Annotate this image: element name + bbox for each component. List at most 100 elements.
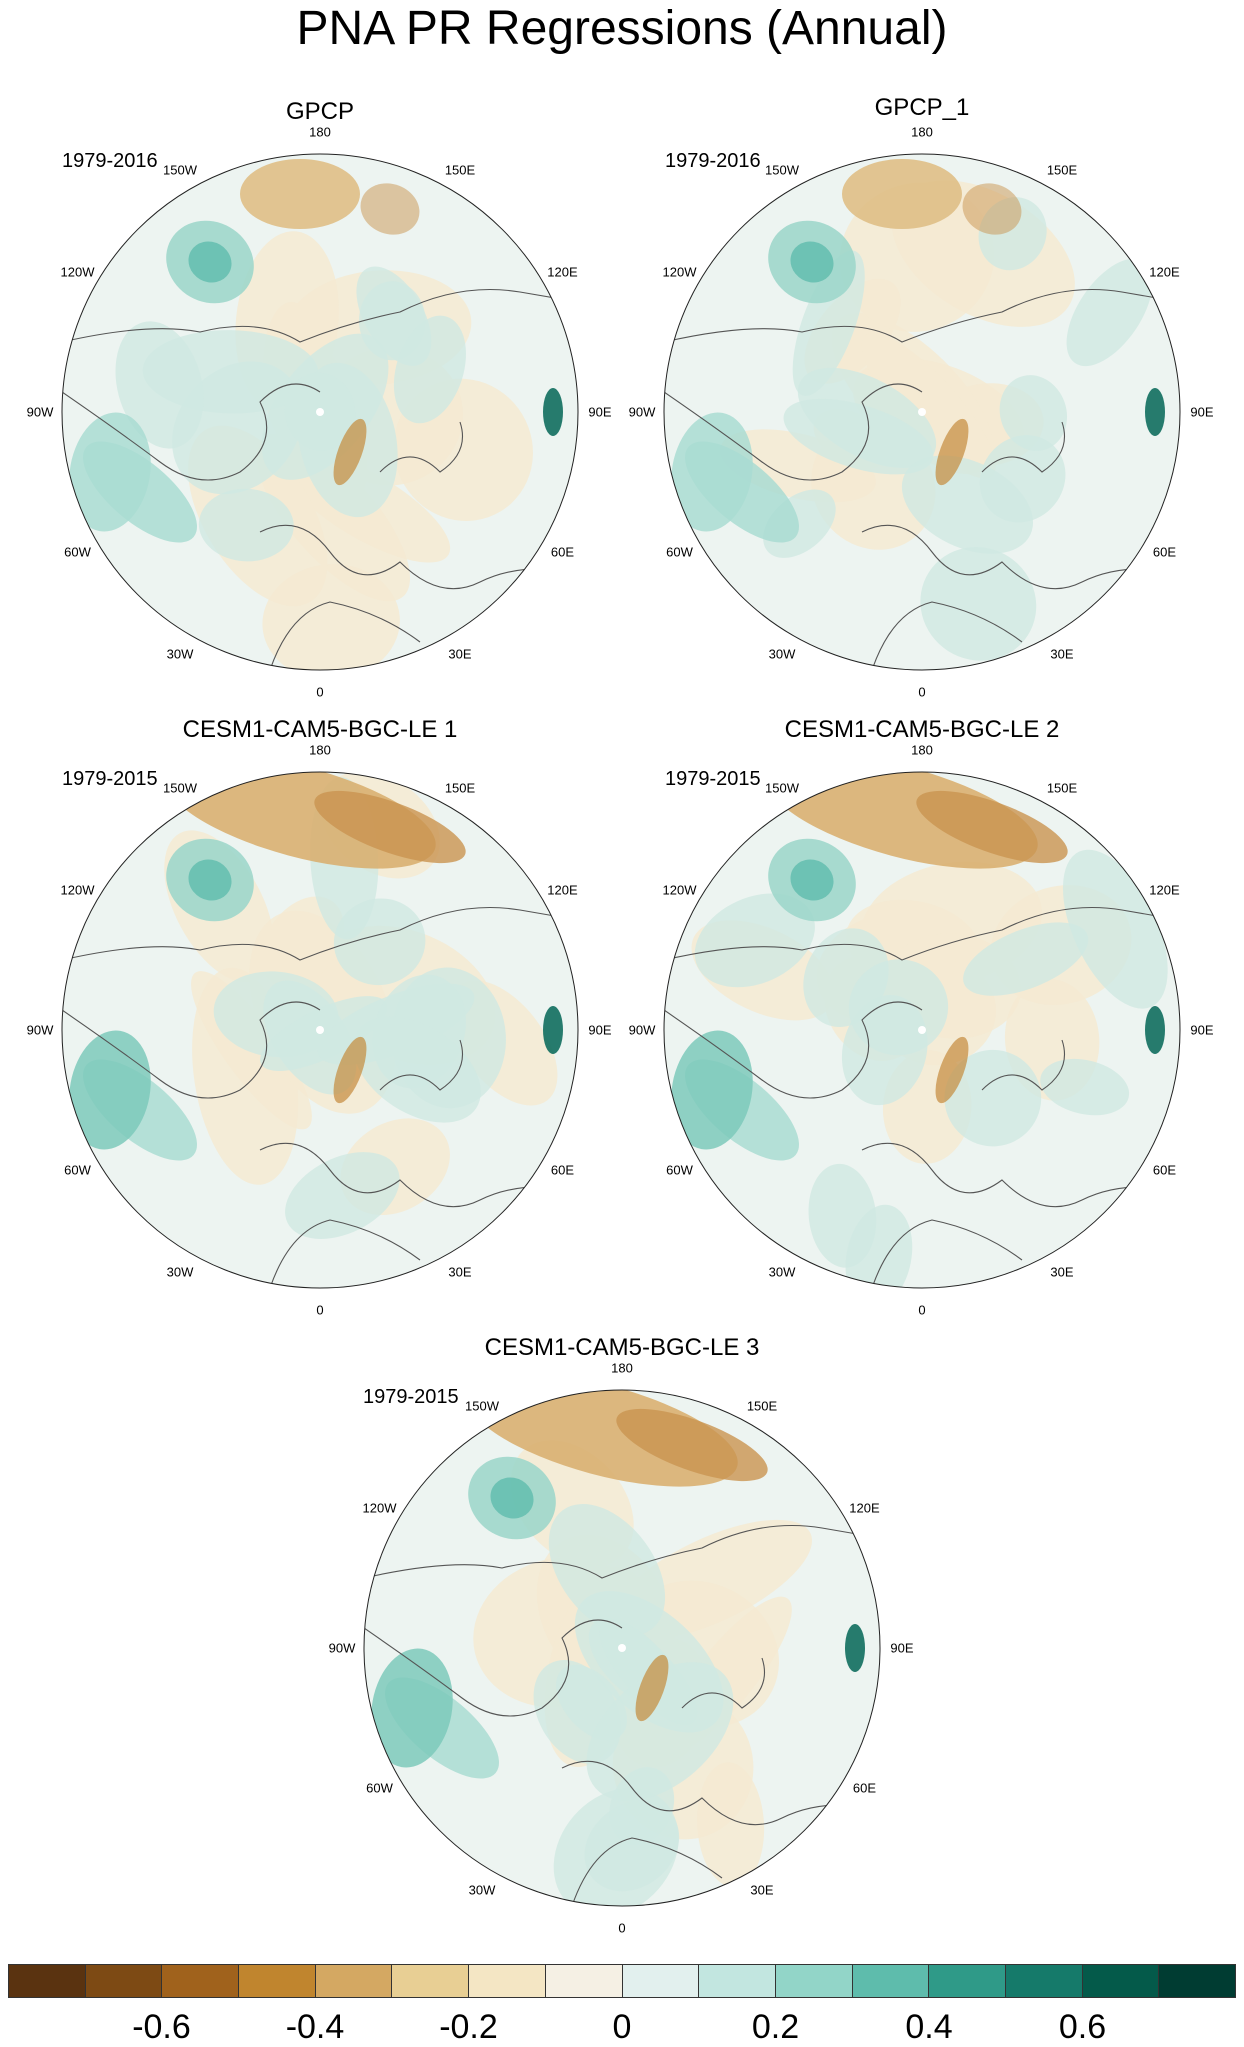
coastline [664, 288, 1180, 670]
longitude-label: 120W [60, 264, 95, 280]
precip-anomaly-patch [314, 790, 466, 864]
colorbar-swatch [699, 1965, 776, 1997]
longitude-label: 30E [1050, 646, 1074, 662]
precip-anomaly-patch [333, 898, 426, 986]
precip-anomaly-patch [360, 183, 420, 235]
precip-anomaly-patch [1040, 1058, 1130, 1116]
colorbar-swatch [852, 1965, 930, 1997]
polar-map [663, 771, 1181, 1289]
longitude-label: 150E [746, 1398, 778, 1413]
longitude-label: 150E [444, 780, 476, 795]
longitude-label: 90W [628, 404, 656, 420]
coastline [62, 288, 578, 670]
longitude-label: 60W [666, 1162, 693, 1178]
longitude-label: 120E [849, 1500, 880, 1516]
precip-anomaly-patch [1062, 849, 1168, 1009]
colorbar-swatch [392, 1965, 470, 1997]
colorbar-swatch [85, 1965, 163, 1997]
precip-anomaly-patch [69, 1030, 151, 1150]
map-border [363, 1389, 881, 1907]
precip-anomaly-patch [944, 1049, 1042, 1147]
colorbar-tick-label: 0.6 [1058, 2008, 1107, 2046]
longitude-label: 180 [911, 124, 933, 140]
longitude-label: 90E [588, 1022, 612, 1038]
longitude-label: 0 [316, 684, 324, 700]
longitude-label: 180 [611, 1360, 633, 1376]
longitude-label: 90W [328, 1640, 356, 1656]
north-pole-marker [316, 1026, 324, 1034]
map-border [663, 153, 1181, 671]
longitude-label: 60E [550, 544, 575, 560]
longitude-label: 30W [166, 646, 194, 662]
period-label: 1979-2016 [62, 150, 158, 172]
colorbar-tick-label: -0.4 [285, 2008, 345, 2046]
precip-anomaly-patch [584, 1800, 680, 1892]
colorbar-swatch [162, 1965, 240, 1997]
longitude-label: 90E [890, 1640, 914, 1656]
longitude-label: 60E [1152, 544, 1177, 560]
longitude-label: 90W [26, 1022, 54, 1038]
longitude-label: 0 [918, 684, 926, 700]
colorbar [8, 1964, 1236, 1998]
longitude-label: 60E [550, 1162, 575, 1178]
north-pole-marker [918, 1026, 926, 1034]
precip-anomaly-patch [845, 1624, 865, 1672]
map-border [61, 153, 579, 671]
period-label: 1979-2015 [665, 768, 761, 790]
longitude-label: 30W [468, 1882, 496, 1898]
longitude-label: 30E [1050, 1264, 1074, 1280]
precip-anomaly-patch [548, 1504, 666, 1636]
precip-anomaly-patch [543, 388, 563, 436]
figure-title: PNA PR Regressions (Annual) [296, 2, 948, 55]
longitude-label: 120E [1149, 264, 1180, 280]
longitude-label: 0 [918, 1302, 926, 1318]
precip-anomaly-patch [916, 790, 1068, 864]
precip-anomaly-patch [1145, 388, 1165, 436]
precip-anomaly-patch [935, 418, 969, 486]
longitude-label: 60W [64, 1162, 91, 1178]
precip-anomaly-patch [962, 183, 1022, 235]
north-pole-marker [618, 1644, 626, 1652]
coastline [364, 1524, 880, 1906]
colorbar-swatch [1082, 1965, 1160, 1997]
longitude-label: 90W [26, 404, 54, 420]
precip-anomaly-patch [697, 1762, 765, 1887]
precip-anomaly-patch [393, 315, 466, 424]
longitude-label: 180 [309, 742, 331, 758]
longitude-label: 120W [362, 1500, 397, 1516]
north-pole-marker [316, 408, 324, 416]
colorbar-tick-label: -0.6 [132, 2008, 191, 2046]
longitude-label: 30W [768, 1264, 796, 1280]
longitude-label: 150W [163, 780, 197, 795]
colorbar-swatch [775, 1965, 853, 1997]
precip-anomaly-patch [783, 398, 934, 475]
panel-title: GPCP [285, 98, 354, 125]
longitude-label: 180 [309, 124, 331, 140]
precip-anomaly-patch [333, 1036, 367, 1104]
period-label: 1979-2015 [62, 768, 158, 790]
longitude-label: 150W [765, 780, 799, 795]
precip-anomaly-patch [371, 1648, 453, 1768]
longitude-label: 0 [618, 1920, 626, 1936]
north-pole-marker [918, 408, 926, 416]
colorbar-swatch [469, 1965, 546, 1997]
colorbar-tick-label: 0.4 [905, 2008, 953, 2046]
precip-anomaly-patch [1145, 1006, 1165, 1054]
longitude-label: 60E [1152, 1162, 1177, 1178]
longitude-label: 120W [662, 882, 697, 898]
period-label: 1979-2015 [363, 1386, 459, 1408]
colorbar-swatch [1159, 1965, 1235, 1997]
precip-anomaly-patch [188, 859, 232, 901]
precip-anomaly-patch [240, 159, 360, 229]
longitude-label: 90W [628, 1022, 656, 1038]
precip-anomaly-patch [999, 375, 1068, 451]
precip-anomaly-patch [790, 859, 834, 901]
map-border [61, 771, 579, 1289]
precip-anomaly-patch [188, 241, 232, 283]
longitude-label: 150E [1046, 780, 1078, 795]
colorbar-swatch [545, 1965, 623, 1997]
colorbar-tick-label: 0.2 [751, 2008, 800, 2046]
coastline [62, 906, 578, 1288]
longitude-label: 120E [1149, 882, 1180, 898]
longitude-label: 150W [163, 162, 197, 177]
